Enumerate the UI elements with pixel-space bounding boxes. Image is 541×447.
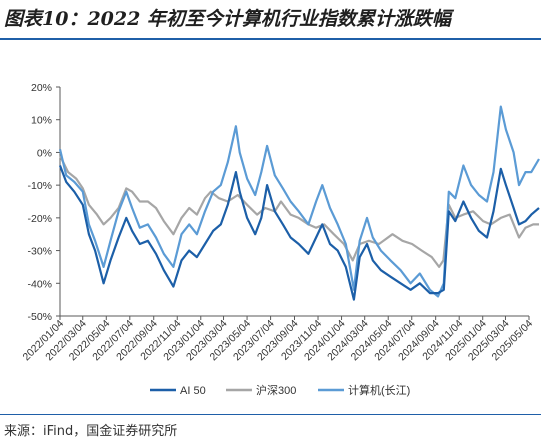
chart-title: 图表10：2022 年初至今计算机行业指数累计涨跌幅 <box>4 8 451 30</box>
y-tick-label: 10% <box>31 115 52 127</box>
legend-label-2: 计算机(长江) <box>348 383 410 397</box>
series-line-2 <box>58 105 540 298</box>
legend: AI 50 沪深300 计算机(长江) <box>150 383 410 397</box>
legend-label-0: AI 50 <box>180 385 206 397</box>
y-axis: 20% 10% 0% -10% -20% -30% -40% -50% <box>27 82 60 323</box>
x-axis: 2022/01/042022/03/042022/05/042022/07/04… <box>20 316 535 363</box>
y-tick-label: 0% <box>37 147 52 159</box>
series-line-0 <box>58 165 540 301</box>
y-tick-label: 20% <box>31 82 52 94</box>
y-tick-label: -40% <box>27 278 52 290</box>
series-layer <box>58 105 540 301</box>
y-tick-label: -10% <box>27 180 52 192</box>
y-tick-label: -50% <box>27 311 52 323</box>
line-chart: 20% 10% 0% -10% -20% -30% -40% -50% 2022/01/042… <box>20 82 540 397</box>
source-note: 来源：iFind，国金证券研究所 <box>4 424 178 439</box>
y-tick-label: -20% <box>27 213 52 225</box>
footer-divider <box>0 414 541 415</box>
y-tick-label: -30% <box>27 246 52 258</box>
legend-label-1: 沪深300 <box>256 383 296 397</box>
title-divider <box>0 38 541 40</box>
